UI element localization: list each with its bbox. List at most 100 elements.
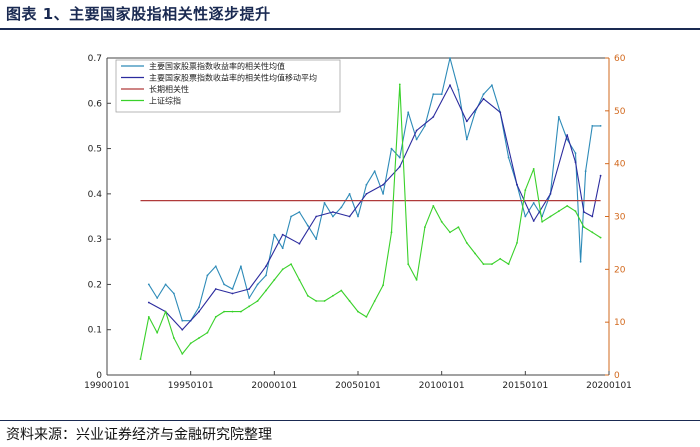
- series-1-point: [407, 111, 410, 114]
- series-2-point: [181, 328, 184, 331]
- left-y-tick-label: 0.7: [88, 54, 102, 64]
- series-4-point: [256, 300, 259, 302]
- left-y-tick-label: 0.3: [88, 235, 102, 245]
- series-1-point: [340, 206, 343, 209]
- series-4-point: [516, 242, 518, 244]
- series-1-point: [591, 125, 594, 127]
- series-4-point: [457, 226, 460, 229]
- series-2-point: [315, 215, 318, 218]
- chart-legend: 主要国家股票指数收益率的相关性均值主要国家股票指数收益率的相关性均值移动平均长期…: [115, 59, 341, 113]
- series-2-point: [398, 165, 401, 168]
- legend-entry-4: 上证综指: [149, 96, 181, 106]
- series-1-point: [465, 138, 468, 141]
- left-y-tick-label: 0.1: [88, 326, 102, 336]
- left-y-tick-label: 0.4: [88, 190, 103, 200]
- series-2-point: [147, 301, 150, 304]
- series-line-1: [148, 57, 601, 322]
- series-2-point: [516, 183, 518, 186]
- series-4-point: [524, 189, 527, 192]
- series-1-point: [584, 170, 587, 173]
- series-1-point: [482, 93, 485, 96]
- series-1-point: [390, 147, 393, 150]
- series-1-point: [373, 170, 376, 173]
- series-2-point: [265, 265, 267, 268]
- series-1-point: [357, 215, 359, 218]
- chart-title: 图表 1、主要国家股指相关性逐步提升: [6, 5, 271, 23]
- right-y-tick-label: 60: [614, 54, 626, 64]
- left-y-tick-label: 0.6: [88, 99, 103, 109]
- chart: 0 0.1 0.2 0.3 0.4 0.5 0.6 0.7 0 10 20 30 40 50 60 19900…: [84, 54, 632, 391]
- series-1-point: [206, 274, 209, 277]
- series-1-point: [173, 292, 175, 295]
- x-tick-label: 20100101: [419, 381, 465, 391]
- series-4-point: [173, 337, 175, 339]
- series-line-4: [139, 83, 601, 360]
- series-4-point: [566, 205, 569, 207]
- series-1-point: [290, 215, 292, 218]
- series-4-point: [541, 220, 543, 223]
- series-4-point: [365, 316, 368, 318]
- series-4-point: [348, 300, 351, 302]
- series-2-point: [549, 193, 552, 195]
- chart-axes: 0 0.1 0.2 0.3 0.4 0.5 0.6 0.7 0 10 20 30 40 50 60 19900…: [84, 54, 632, 391]
- right-y-tick-label: 0: [614, 371, 620, 381]
- series-4-point: [482, 263, 485, 265]
- series-2-point: [482, 97, 485, 100]
- series-2-point: [248, 288, 251, 290]
- series-2-point: [574, 161, 577, 164]
- series-4-point: [214, 316, 217, 318]
- series-4-point: [198, 337, 200, 339]
- left-y-tick-label: 0: [96, 371, 102, 381]
- series-4-point: [206, 331, 209, 334]
- series-1-point: [156, 297, 159, 299]
- series-4-point: [390, 231, 393, 234]
- series-1-point: [415, 138, 418, 141]
- series-2-point: [566, 134, 569, 136]
- series-1-point: [181, 319, 184, 322]
- series-2-point: [449, 84, 451, 87]
- series-4-point: [465, 242, 468, 244]
- series-4-point: [507, 263, 510, 265]
- series-4-point: [323, 300, 326, 302]
- series-4-point: [240, 310, 242, 313]
- series-4-point: [273, 279, 276, 281]
- series-1-point: [164, 283, 167, 286]
- series-4-point: [315, 300, 318, 302]
- series-4-point: [599, 236, 602, 239]
- right-y-tick-label: 10: [614, 318, 626, 328]
- series-2-point: [231, 292, 234, 295]
- series-4-point: [474, 252, 476, 255]
- series-line-2: [148, 84, 602, 331]
- series-4-point: [139, 358, 142, 360]
- series-1-point: [273, 233, 276, 236]
- series-4-point: [340, 289, 343, 292]
- chart-series-layer: [139, 57, 602, 360]
- series-4-point: [373, 300, 376, 302]
- series-4-point: [298, 279, 301, 281]
- series-1-point: [491, 84, 493, 87]
- series-4-point: [265, 289, 267, 292]
- series-4-point: [281, 268, 284, 271]
- series-4-point: [382, 284, 384, 287]
- series-4-point: [449, 231, 451, 234]
- series-1-point: [240, 265, 242, 268]
- series-4-point: [583, 226, 585, 229]
- series-2-point: [432, 116, 435, 118]
- legend-entry-1: 主要国家股票指数收益率的相关性均值: [149, 61, 285, 71]
- series-1-point: [440, 93, 443, 96]
- left-y-tick-label: 0.5: [88, 145, 102, 155]
- series-1-point: [566, 138, 569, 141]
- series-4-point: [147, 316, 150, 318]
- series-1-point: [323, 202, 326, 204]
- series-1-point: [474, 111, 476, 114]
- series-1-point: [599, 125, 602, 127]
- series-1-point: [248, 297, 251, 299]
- series-4-point: [432, 205, 435, 207]
- series-1-point: [424, 125, 426, 127]
- series-4-point: [440, 220, 443, 223]
- series-1-point: [532, 202, 535, 204]
- x-tick-label: 19900101: [84, 381, 130, 391]
- series-4-point: [156, 331, 159, 334]
- series-1-point: [432, 93, 435, 96]
- series-2-point: [214, 288, 217, 290]
